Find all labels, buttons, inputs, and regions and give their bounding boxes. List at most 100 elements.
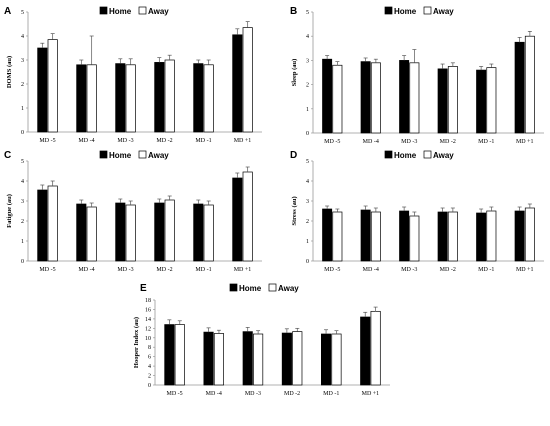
y-tick-label: 0 bbox=[306, 131, 309, 137]
y-tick-label: 1 bbox=[21, 106, 24, 112]
bar-away-4 bbox=[164, 59, 175, 133]
bar-away-5 bbox=[486, 210, 497, 262]
legend-label-home: Home bbox=[394, 151, 417, 160]
y-tick-label: 4 bbox=[21, 34, 24, 40]
legend: Home Away bbox=[99, 150, 169, 160]
bar-home-6 bbox=[360, 316, 371, 386]
bar-away-1 bbox=[47, 39, 58, 133]
legend: Home Away bbox=[384, 150, 454, 160]
y-tick-label: 4 bbox=[21, 179, 24, 185]
bar-home-3 bbox=[399, 210, 410, 262]
bar-home-2 bbox=[360, 209, 371, 262]
x-tick-label: MD -5 bbox=[324, 139, 340, 145]
bar-away-2 bbox=[370, 62, 381, 134]
bar-away-2 bbox=[370, 211, 381, 262]
x-tick-label: MD -4 bbox=[363, 139, 379, 145]
bar-away-3 bbox=[409, 215, 420, 262]
y-tick-label: 6 bbox=[148, 355, 151, 361]
y-tick-label: 4 bbox=[148, 364, 151, 370]
bar-home-2 bbox=[360, 61, 371, 134]
legend: Home Away bbox=[99, 6, 169, 16]
y-tick-label: 3 bbox=[21, 58, 24, 64]
legend: Home Away bbox=[384, 6, 454, 16]
bar-away-3 bbox=[125, 204, 136, 262]
x-tick-label: MD +1 bbox=[516, 267, 534, 273]
y-tick-label: 18 bbox=[145, 298, 151, 304]
legend-label-home: Home bbox=[394, 7, 417, 16]
legend-swatch-home bbox=[99, 6, 108, 15]
bar-away-1 bbox=[174, 324, 185, 386]
x-tick-label: MD -5 bbox=[39, 138, 55, 144]
y-tick-label: 1 bbox=[306, 107, 309, 113]
legend-swatch-away bbox=[268, 283, 277, 292]
legend-label-home: Home bbox=[109, 7, 132, 16]
x-tick-label: MD +1 bbox=[516, 139, 534, 145]
bar-away-6 bbox=[524, 207, 535, 262]
legend: Home Away bbox=[229, 283, 299, 293]
y-tick-label: 1 bbox=[21, 239, 24, 245]
panel-label: D bbox=[290, 150, 297, 161]
panel-C: C Home Away 0 1 2 3 4 5 Fatigue (au) MD -5 MD -4 MD … bbox=[4, 150, 262, 273]
x-tick-label: MD -3 bbox=[117, 267, 133, 273]
bar-home-1 bbox=[322, 58, 333, 134]
x-tick-label: MD +1 bbox=[362, 391, 380, 397]
y-tick-label: 0 bbox=[21, 130, 24, 136]
bar-away-5 bbox=[203, 64, 214, 133]
y-tick-label: 8 bbox=[148, 345, 151, 351]
bar-home-4 bbox=[437, 68, 448, 134]
bar-away-4 bbox=[447, 66, 458, 134]
bar-away-5 bbox=[486, 67, 497, 134]
y-tick-label: 1 bbox=[306, 239, 309, 245]
bar-home-5 bbox=[193, 63, 204, 133]
x-tick-label: MD -1 bbox=[478, 267, 494, 273]
x-tick-label: MD -5 bbox=[39, 267, 55, 273]
x-tick-label: MD -2 bbox=[284, 391, 300, 397]
legend-swatch-away bbox=[138, 6, 147, 15]
legend-label-home: Home bbox=[109, 151, 132, 160]
x-tick-label: MD -4 bbox=[78, 138, 94, 144]
panel-label: E bbox=[140, 283, 147, 294]
x-tick-label: MD -1 bbox=[195, 138, 211, 144]
bar-away-2 bbox=[86, 64, 97, 133]
y-tick-label: 2 bbox=[21, 219, 24, 225]
y-tick-label: 14 bbox=[145, 317, 151, 323]
legend-label-away: Away bbox=[433, 7, 454, 16]
bar-home-6 bbox=[514, 210, 525, 262]
legend-swatch-home bbox=[229, 283, 238, 292]
bar-home-4 bbox=[154, 62, 165, 133]
y-tick-label: 4 bbox=[306, 34, 309, 40]
x-tick-label: MD -1 bbox=[323, 391, 339, 397]
bar-away-5 bbox=[331, 333, 342, 386]
y-axis-label: Hooper Index (au) bbox=[133, 317, 140, 368]
y-tick-label: 12 bbox=[145, 326, 151, 332]
legend-label-away: Away bbox=[148, 151, 169, 160]
y-tick-label: 4 bbox=[306, 179, 309, 185]
y-tick-label: 2 bbox=[21, 82, 24, 88]
panel-E: E Home Away 0 2 4 6 8 10 12 14 16 18 Hooper Index (au… bbox=[133, 283, 390, 397]
bar-home-1 bbox=[164, 324, 175, 386]
bar-away-1 bbox=[332, 211, 343, 262]
bar-home-5 bbox=[476, 69, 487, 134]
panel-label: B bbox=[290, 6, 297, 17]
bar-home-6 bbox=[232, 34, 243, 133]
bar-home-3 bbox=[399, 60, 410, 134]
y-tick-label: 0 bbox=[306, 259, 309, 265]
x-tick-label: MD -2 bbox=[440, 139, 456, 145]
bar-home-3 bbox=[115, 63, 126, 133]
bar-away-3 bbox=[125, 64, 136, 133]
bar-home-2 bbox=[203, 331, 214, 386]
y-axis-label: DOMS (au) bbox=[6, 56, 13, 88]
bar-away-1 bbox=[332, 64, 343, 134]
bar-away-4 bbox=[292, 331, 303, 386]
y-tick-label: 5 bbox=[21, 159, 24, 165]
y-tick-label: 16 bbox=[145, 307, 151, 313]
bar-home-6 bbox=[514, 41, 525, 134]
bar-home-1 bbox=[37, 47, 48, 133]
x-tick-label: MD -4 bbox=[78, 267, 94, 273]
bar-away-1 bbox=[47, 185, 58, 262]
x-tick-label: MD -5 bbox=[324, 267, 340, 273]
x-tick-label: MD +1 bbox=[234, 267, 252, 273]
bar-away-2 bbox=[86, 206, 97, 262]
legend-label-away: Away bbox=[278, 284, 299, 293]
